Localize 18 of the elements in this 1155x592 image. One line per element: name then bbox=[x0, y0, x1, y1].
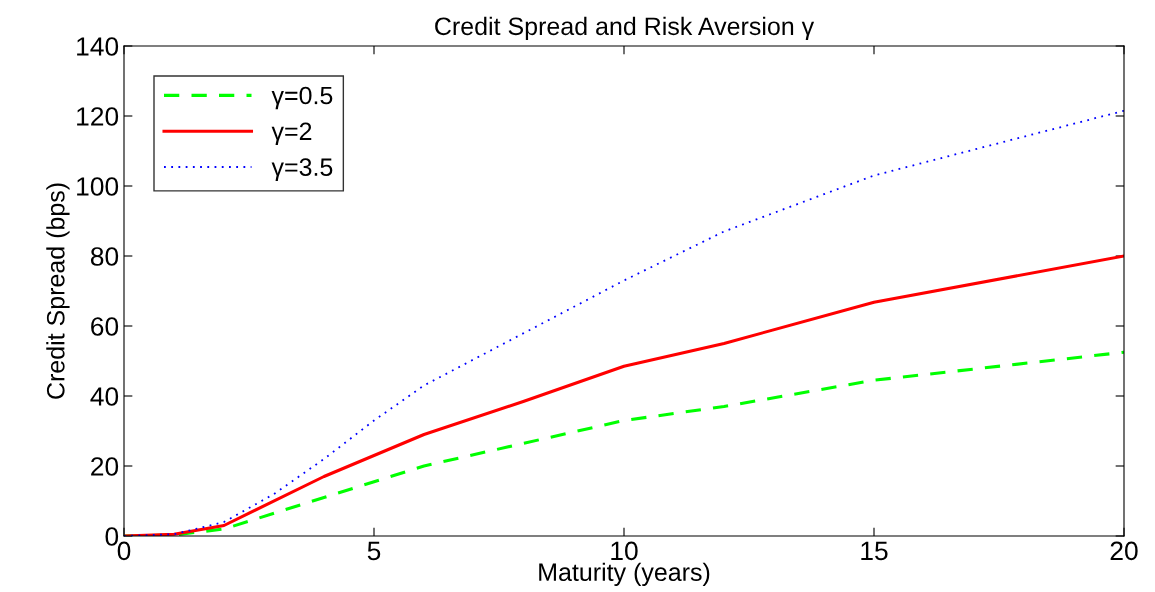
y-tick-label: 120 bbox=[77, 107, 119, 126]
x-tick-label: 20 bbox=[1110, 541, 1138, 561]
y-tick-label: 20 bbox=[91, 457, 119, 476]
y-axis-title: Credit Spread (bps) bbox=[46, 183, 70, 399]
x-tick-label: 15 bbox=[861, 541, 888, 561]
y-tick-label: 100 bbox=[77, 177, 119, 196]
x-tick-label: 10 bbox=[611, 541, 638, 561]
y-tick-label: 60 bbox=[91, 317, 119, 336]
chart-title: Credit Spread and Risk Aversion γ bbox=[435, 16, 815, 41]
y-tick-label: 0 bbox=[105, 527, 119, 546]
legend-label: γ=0.5 bbox=[271, 86, 333, 110]
legend-label: γ=2 bbox=[271, 122, 312, 146]
legend-label: γ=3.5 bbox=[271, 158, 333, 181]
y-tick-label: 40 bbox=[90, 387, 119, 406]
y-tick-label: 80 bbox=[90, 247, 119, 266]
x-tick-label: 5 bbox=[367, 541, 381, 561]
y-tick-label: 140 bbox=[77, 37, 119, 56]
x-axis-title: Maturity (years) bbox=[539, 562, 710, 586]
